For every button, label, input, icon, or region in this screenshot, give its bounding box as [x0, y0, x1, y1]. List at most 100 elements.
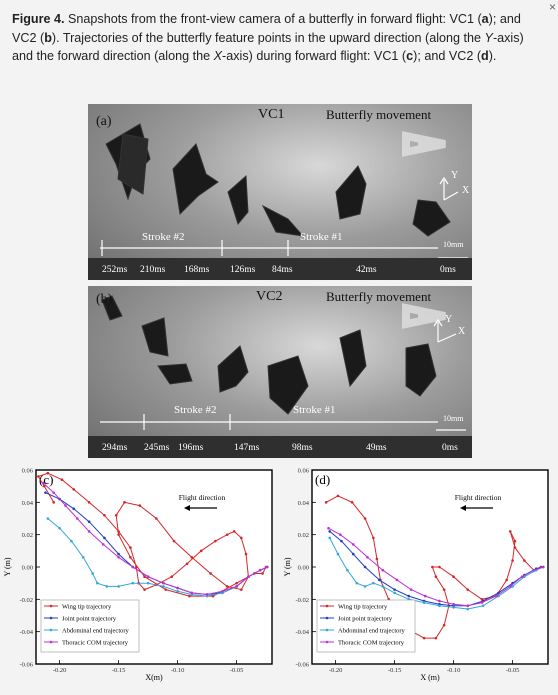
scale-bar-label-a: 10mm	[443, 240, 464, 249]
y-tick-label: -0.04	[295, 629, 309, 636]
data-point	[164, 588, 168, 591]
data-point	[434, 575, 438, 578]
data-point	[235, 581, 238, 585]
x-tick-label: -0.20	[53, 667, 67, 674]
timestamp-bar-a: 252ms 210ms 168ms 126ms 84ms 42ms 0ms	[88, 258, 472, 280]
timestamp: 245ms	[144, 443, 170, 453]
stroke-1-label-b: Stroke #1	[293, 404, 336, 416]
data-point	[117, 556, 120, 559]
data-point	[176, 589, 179, 593]
flight-direction-arrowhead	[184, 505, 190, 511]
y-axis-label: Y (m)	[283, 557, 292, 576]
data-point	[442, 623, 446, 627]
data-point	[395, 578, 399, 582]
data-point	[452, 602, 455, 606]
data-point	[138, 504, 142, 507]
legend-marker	[49, 604, 53, 608]
caption-text: Snapshots from the front-view camera of …	[64, 12, 482, 26]
timestamp: 294ms	[102, 443, 128, 453]
data-point	[265, 565, 269, 569]
x-tick-label: -0.10	[171, 667, 185, 674]
data-point	[438, 565, 441, 569]
data-point	[532, 568, 536, 572]
data-point	[87, 501, 91, 504]
data-point	[58, 526, 61, 530]
data-point	[240, 588, 243, 591]
x-axis-label: X(m)	[145, 673, 163, 682]
legend-box	[316, 599, 416, 653]
data-point	[407, 594, 411, 598]
data-point	[466, 604, 470, 608]
data-point	[431, 565, 434, 569]
timestamp: 49ms	[366, 443, 387, 453]
timestamp: 84ms	[272, 265, 293, 275]
timestamp-bar-b: 294ms 245ms 196ms 147ms 98ms 49ms 0ms	[88, 436, 472, 458]
legend-label: Thoracic COM trajectory	[62, 640, 129, 647]
data-point	[508, 530, 512, 533]
data-point	[366, 556, 369, 559]
legend-marker	[49, 628, 53, 632]
data-point	[244, 552, 248, 556]
flight-direction-label: Flight direction	[179, 493, 226, 502]
data-point	[64, 504, 67, 507]
caption-text: ); and VC2 (	[12, 12, 521, 45]
data-point	[336, 494, 340, 498]
legend-box	[40, 599, 140, 653]
movement-label-a: Butterfly movement	[326, 107, 432, 122]
legend-marker	[49, 616, 53, 620]
caption-x-axis: X	[213, 49, 223, 63]
data-point	[205, 593, 209, 596]
x-tick-label: -0.05	[230, 667, 244, 674]
data-point	[114, 513, 118, 517]
data-point	[513, 546, 517, 549]
timestamp: 168ms	[184, 265, 210, 275]
butterfly-silhouettes-b	[100, 295, 466, 431]
y-tick-label: -0.02	[19, 597, 33, 604]
y-tick-label: -0.02	[295, 597, 309, 604]
data-point	[96, 581, 99, 585]
data-point	[46, 517, 50, 520]
y-tick-label: 0.04	[22, 500, 34, 507]
caption-ref-a: a	[481, 12, 489, 26]
trajectory-chart-d: 0.06 0.04 0.02 0.00 -0.02 -0.04 -0.06 -0.20 -0.1…	[283, 468, 549, 682]
data-point	[480, 601, 484, 604]
data-point	[511, 559, 514, 562]
data-point	[117, 530, 120, 533]
series-line	[325, 495, 542, 639]
legend-label: Joint point trajectory	[62, 616, 117, 623]
data-point	[131, 581, 135, 585]
caption-ref-b: b	[44, 30, 52, 45]
data-point	[523, 559, 526, 562]
y-tick-label: 0.02	[22, 532, 33, 539]
panel-label-a: (a)	[96, 114, 112, 129]
legend-label: Thoracic COM trajectory	[338, 640, 405, 647]
data-point	[87, 520, 91, 524]
data-point	[221, 589, 224, 593]
timestamp: 42ms	[356, 265, 377, 275]
data-point	[162, 581, 165, 585]
y-axis-label: Y (m)	[3, 557, 12, 576]
data-point	[135, 565, 138, 569]
data-point	[339, 533, 342, 536]
data-point	[72, 488, 76, 491]
timestamp: 147ms	[234, 443, 260, 453]
legend-marker	[49, 640, 53, 644]
data-point	[143, 575, 146, 578]
caption-ref-c: c	[406, 49, 414, 63]
data-point	[91, 572, 94, 575]
data-point	[129, 556, 132, 559]
data-point	[185, 562, 189, 566]
data-point	[214, 539, 217, 543]
legend-marker	[325, 616, 329, 620]
legend-label: Abdominal end trajectory	[62, 628, 130, 635]
data-point	[258, 568, 262, 572]
data-point	[261, 572, 264, 575]
close-icon[interactable]: ×	[548, 0, 556, 14]
data-point	[117, 585, 120, 588]
data-point	[324, 501, 328, 504]
y-tick-label: 0.06	[22, 468, 34, 475]
data-point	[87, 530, 91, 533]
data-point	[336, 552, 340, 556]
legend-label: Joint point trajectory	[338, 616, 393, 623]
data-point	[117, 552, 120, 556]
